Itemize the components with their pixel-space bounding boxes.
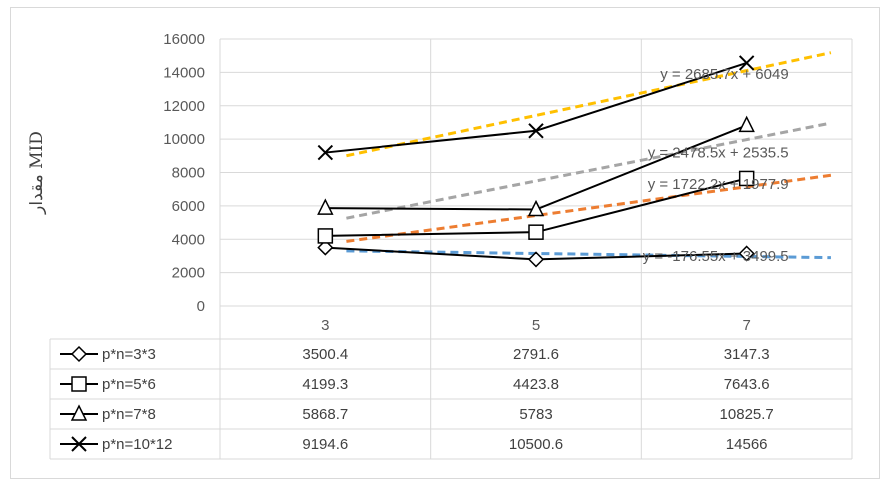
table-cell: 4423.8 [513,376,559,393]
legend-label: p*n=3*3 [102,346,156,363]
legend-key-marker [71,376,87,392]
table-cell: 3147.3 [724,346,770,363]
data-point [738,55,755,71]
data-point [738,170,755,187]
data-point [317,228,334,244]
legend-label: p*n=10*12 [102,436,173,453]
data-point [528,224,544,240]
x-tick-label: 3 [321,317,329,334]
y-tick-label: 2000 [172,265,205,282]
table-cell: 10825.7 [720,406,774,423]
trendline-equation: y = -176.55x + 3499.5 [643,248,789,265]
x-tick-label: 5 [532,317,540,334]
trendline-equation: y = 2478.5x + 2535.5 [648,144,789,161]
data-point [738,245,755,262]
chart-area [10,7,880,479]
table-cell: 7643.6 [724,376,770,393]
data-point [528,123,544,139]
legend-key-marker [71,436,87,452]
y-tick-label: 12000 [163,98,205,115]
y-tick-label: 16000 [163,31,205,48]
trendline [346,173,832,243]
legend-label: p*n=7*8 [102,406,156,423]
table-cell: 2791.6 [513,346,559,363]
table-cell: 10500.6 [509,436,563,453]
data-point [317,239,334,256]
y-tick-label: 0 [197,298,205,315]
table-cell: 9194.6 [302,436,348,453]
trendline [346,51,832,158]
legend-key-marker [70,404,88,421]
data-point [527,251,545,268]
legend-label: p*n=5*6 [102,376,156,393]
y-tick-label: 4000 [172,231,205,248]
data-point [317,144,334,161]
table-cell: 5868.7 [302,406,348,423]
y-tick-label: 14000 [163,64,205,81]
y-tick-label: 10000 [163,131,205,148]
data-point [738,115,755,133]
table-cell: 4199.3 [302,376,348,393]
trendline-equation: y = 2685.7x + 6049 [660,66,788,83]
trendline [346,121,832,220]
data-point [317,198,334,215]
y-tick-label: 6000 [172,198,205,215]
table-cell: 14566 [726,436,768,453]
table-cell: 3500.4 [302,346,348,363]
trendline-equation: y = 1722.2x + 1977.9 [648,176,789,193]
x-tick-label: 7 [742,317,750,334]
data-point [527,199,545,217]
table-cell: 5783 [519,406,552,423]
legend-key-marker [70,345,88,363]
y-tick-label: 8000 [172,165,205,182]
y-axis-title: مقدار MID [27,131,47,215]
